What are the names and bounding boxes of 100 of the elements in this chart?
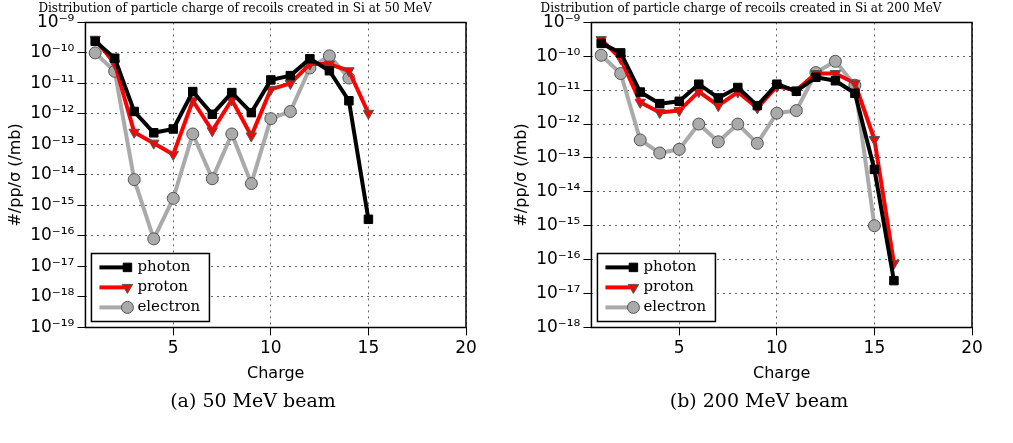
- point: [633, 133, 647, 147]
- point: [363, 214, 374, 225]
- point: [129, 106, 139, 117]
- point: [654, 108, 666, 119]
- point: [655, 98, 665, 109]
- y-tick-label: 10⁻¹¹: [536, 78, 581, 99]
- x-tick-label: 5: [167, 337, 179, 358]
- y-tick-label: 10⁻¹⁹: [30, 315, 75, 336]
- y-tick-label: 10⁻¹⁶: [30, 224, 75, 245]
- x-tick-label: 10: [766, 337, 788, 358]
- legend-label: electron: [643, 297, 707, 316]
- x-tick-label: 15: [863, 337, 886, 358]
- point: [634, 98, 646, 109]
- point: [713, 93, 724, 103]
- y-tick-label: 10⁻¹³: [30, 132, 75, 153]
- y-tick-label: 10⁻¹⁷: [30, 254, 75, 275]
- point: [750, 136, 764, 150]
- point: [225, 127, 239, 141]
- legend-label: photon: [643, 257, 697, 276]
- point: [245, 132, 258, 143]
- y-tick-label: 10⁻¹⁰: [30, 41, 75, 62]
- y-axis-title: #/pp/σ (/mb): [510, 123, 530, 227]
- point: [147, 232, 161, 246]
- point: [324, 66, 335, 76]
- point: [166, 191, 180, 205]
- point: [207, 109, 218, 120]
- point: [188, 86, 198, 97]
- legend-label: photon: [137, 257, 191, 276]
- point: [869, 164, 880, 175]
- x-tick-label: 20: [455, 337, 477, 358]
- y-tick-label: 10⁻¹⁴: [30, 163, 75, 184]
- point: [206, 127, 218, 138]
- point: [868, 136, 881, 147]
- x-tick-label: 10: [260, 337, 282, 358]
- y-tick-label: 10⁻¹⁴: [536, 180, 581, 201]
- y-tick-label: 10⁻¹⁵: [30, 193, 75, 214]
- point: [673, 107, 685, 118]
- point: [635, 87, 645, 97]
- point: [772, 79, 782, 89]
- point: [186, 127, 200, 141]
- point: [322, 49, 336, 63]
- y-tick-label: 10⁻¹²: [30, 102, 75, 123]
- point: [674, 96, 684, 107]
- x-axis-title: Charge: [753, 362, 811, 382]
- legend-label: electron: [137, 297, 201, 316]
- y-tick-label: 10⁻¹²: [536, 112, 581, 133]
- point: [711, 135, 725, 149]
- point: [109, 53, 120, 63]
- y-tick-label: 10⁻¹⁶: [536, 248, 581, 269]
- point: [830, 75, 841, 86]
- point: [285, 70, 296, 81]
- point: [305, 54, 315, 64]
- x-tick-label: 15: [357, 337, 380, 358]
- point: [615, 48, 626, 58]
- y-tick-label: 10⁻¹⁰: [536, 44, 581, 65]
- point: [343, 67, 355, 78]
- point: [88, 46, 102, 60]
- point: [127, 173, 141, 187]
- point: [148, 139, 160, 150]
- text: (a) 50 MeV beam: [169, 389, 337, 411]
- point: [733, 82, 743, 93]
- y-tick-label: 10⁻¹⁷: [536, 281, 581, 302]
- point: [850, 88, 860, 99]
- point: [867, 219, 881, 233]
- point: [770, 106, 784, 120]
- text: (b) 200 MeV beam: [668, 389, 850, 411]
- point: [712, 102, 724, 113]
- legend-label: proton: [643, 277, 695, 296]
- legend-label: proton: [137, 277, 189, 296]
- point: [828, 54, 842, 68]
- y-tick-label: 10⁻¹⁸: [536, 315, 581, 336]
- point: [264, 112, 278, 126]
- point: [752, 100, 763, 111]
- y-axis-title: #/pp/σ (/mb): [4, 123, 24, 227]
- point: [653, 146, 667, 160]
- point: [594, 48, 608, 62]
- point: [889, 275, 899, 286]
- point: [149, 128, 159, 138]
- point: [244, 177, 258, 191]
- point: [167, 150, 179, 161]
- point: [789, 104, 803, 118]
- y-tick-label: 10⁻¹⁵: [536, 214, 581, 235]
- point: [283, 104, 297, 118]
- point: [694, 79, 704, 89]
- x-tick-label: 5: [673, 337, 685, 358]
- y-tick-label: 10⁻¹¹: [30, 71, 75, 92]
- y-tick-label: 10⁻¹⁸: [30, 285, 75, 306]
- x-axis-title: Charge: [247, 362, 305, 382]
- point: [284, 79, 297, 90]
- point: [168, 124, 178, 134]
- point: [692, 117, 706, 131]
- point: [731, 117, 745, 131]
- x-tick-label: 20: [961, 337, 983, 358]
- y-tick-label: 10⁻¹³: [536, 146, 581, 167]
- point: [362, 109, 375, 120]
- point: [227, 87, 237, 98]
- point: [246, 107, 257, 118]
- point: [128, 128, 140, 139]
- point: [672, 142, 686, 156]
- point: [266, 75, 276, 85]
